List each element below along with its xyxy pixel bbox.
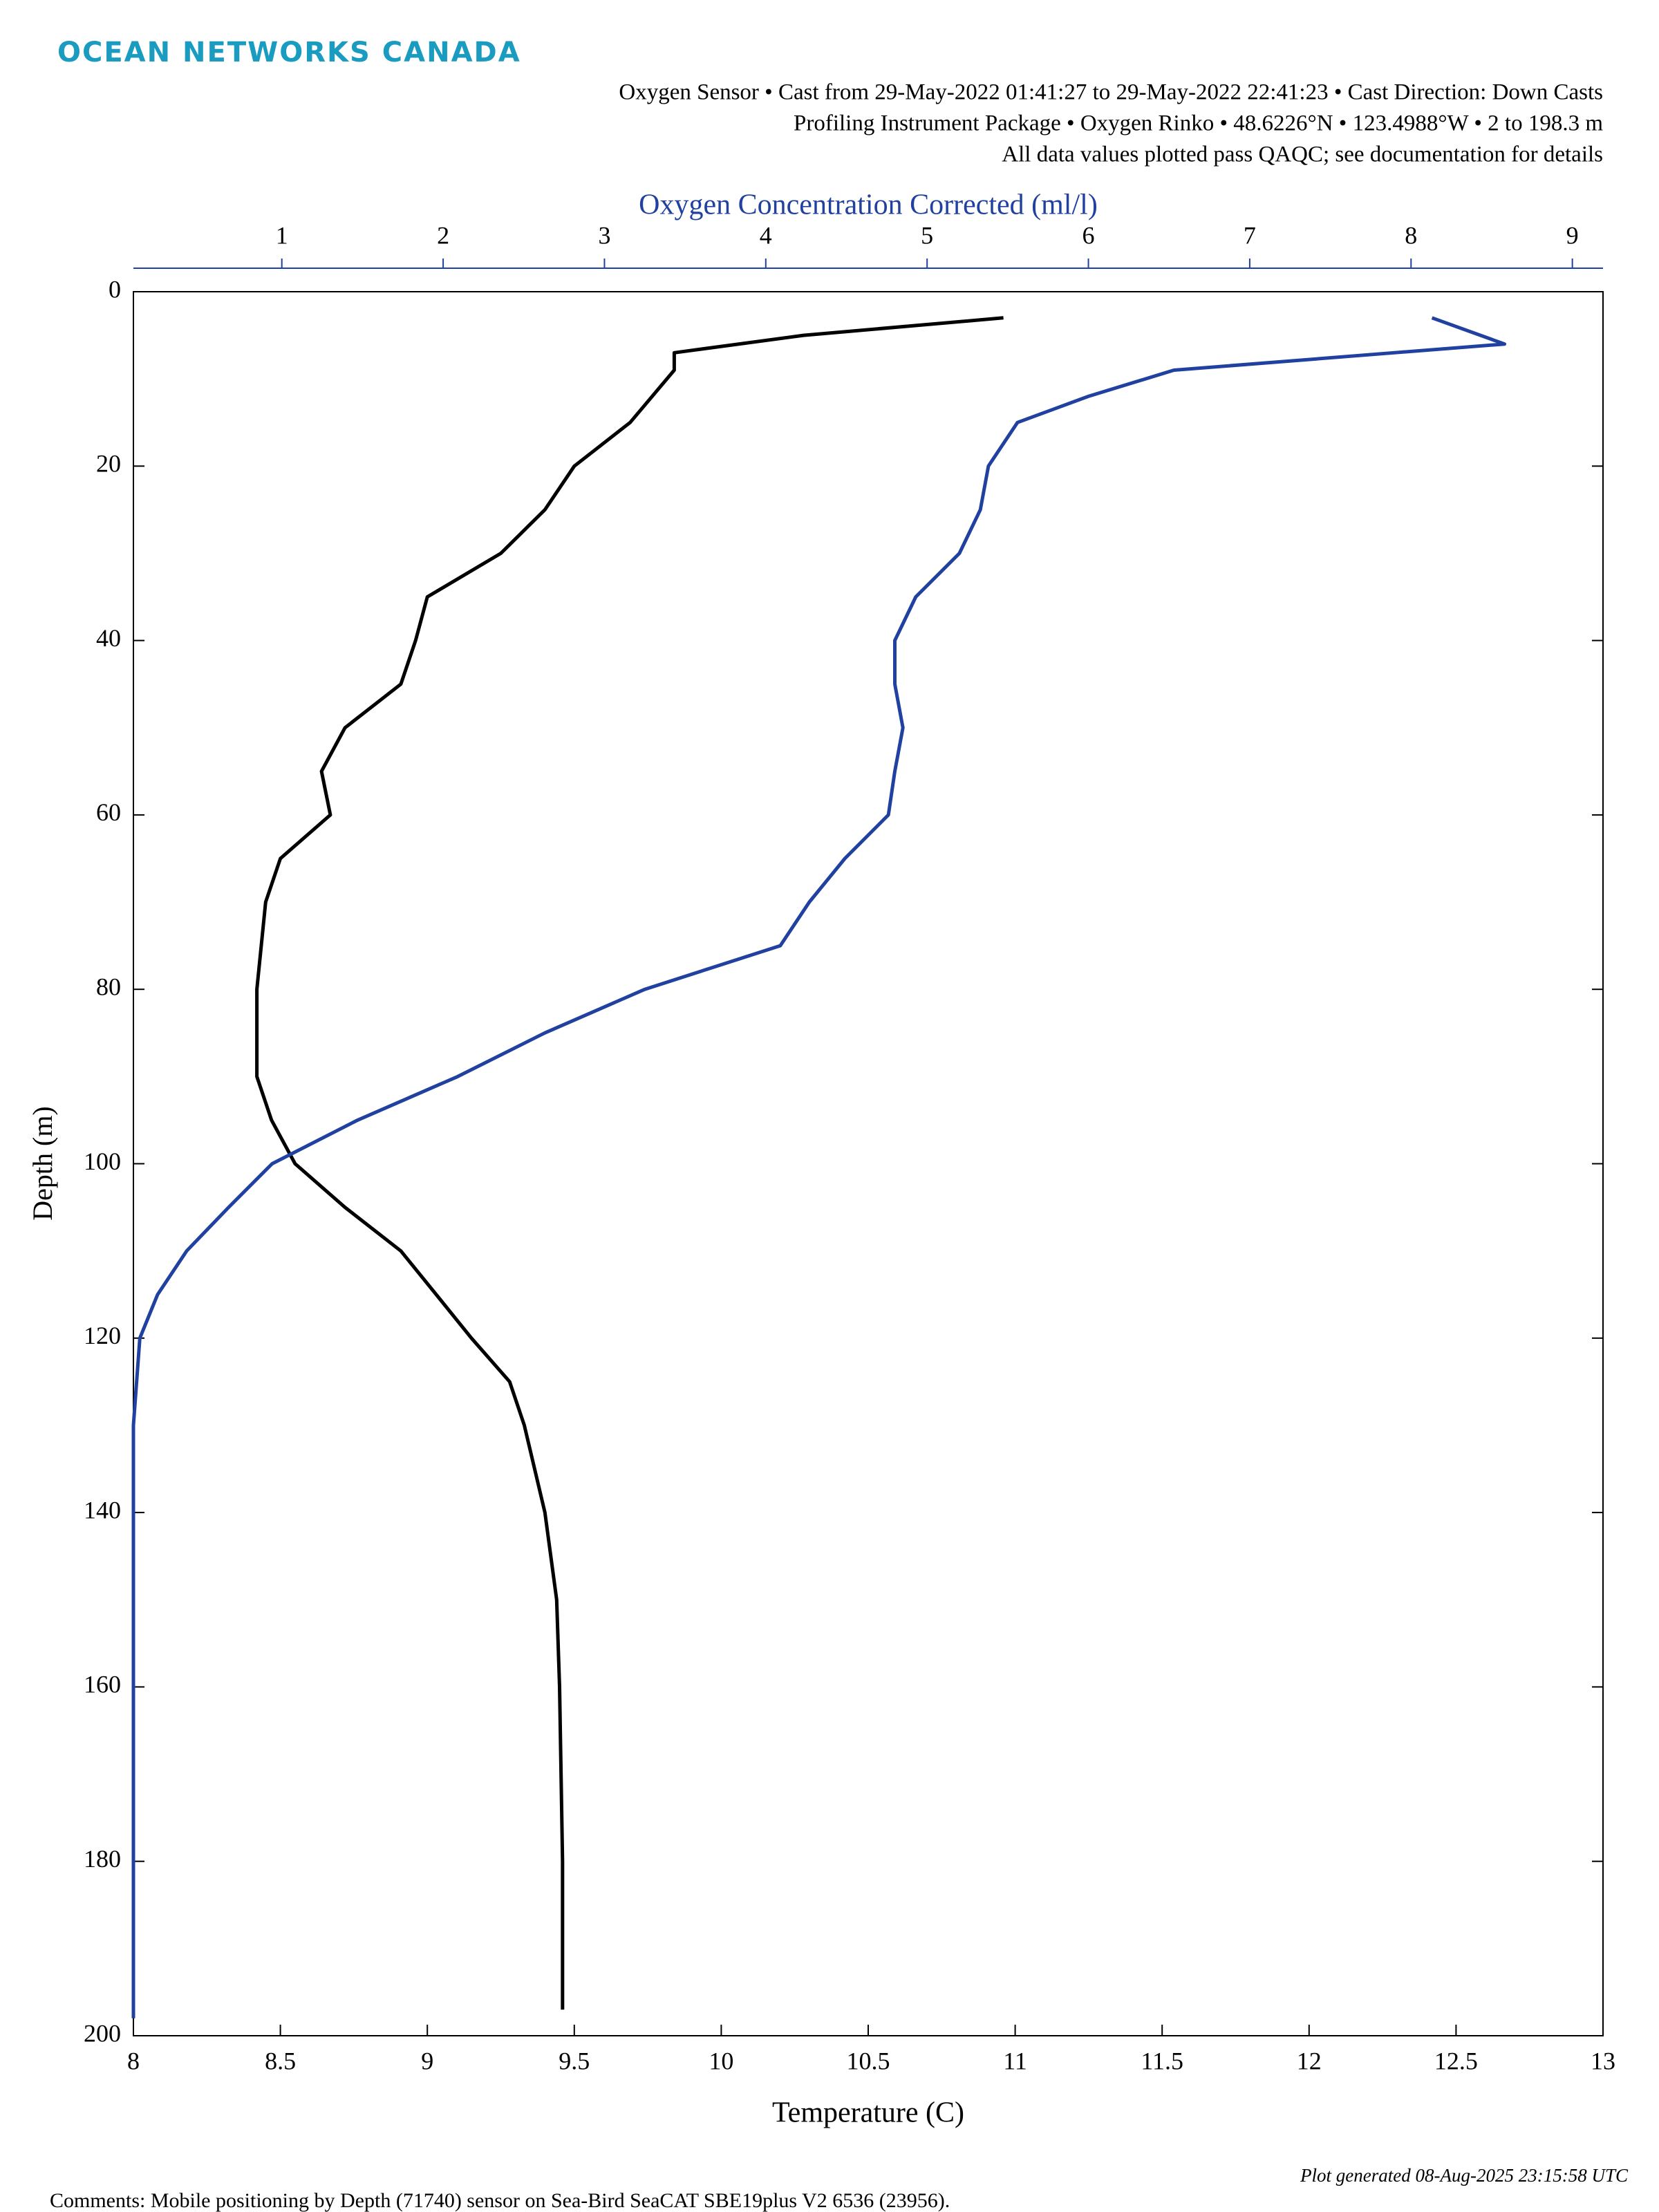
x-tick-label: 11.5 [1141,2047,1183,2074]
y-tick-label: 60 [96,798,121,826]
profile-line [131,316,1507,2018]
x-tick-label: 13 [1591,2047,1615,2074]
x-tick-label: 9 [421,2047,433,2074]
subtitle: Oxygen Sensor • Cast from 29-May-2022 01… [619,80,1603,105]
x-tick-label: 9.5 [559,2047,590,2074]
y-tick-label: 140 [84,1496,121,1524]
y-tick-label: 200 [84,2019,121,2047]
profile-line [255,316,1004,2010]
x-axis-label: Temperature (C) [772,2097,964,2129]
x-tick-label: 12.5 [1434,2047,1478,2074]
y-tick-label: 180 [84,1845,121,1873]
x2-tick-label: 8 [1405,221,1417,249]
y-tick-label: 0 [109,275,121,303]
x-tick-label: 11 [1003,2047,1027,2074]
x-tick-label: 8 [127,2047,140,2074]
x-tick-label: 10 [709,2047,733,2074]
y-tick-label: 40 [96,624,121,652]
x2-tick-label: 5 [921,221,933,249]
y-tick-label: 80 [96,973,121,1000]
subtitle: Profiling Instrument Package • Oxygen Ri… [794,111,1603,136]
generated-note: Plot generated 08-Aug-2025 23:15:58 UTC [1300,2165,1629,2186]
y-tick-label: 100 [84,1147,121,1175]
y-tick-label: 20 [96,450,121,478]
x2-tick-label: 7 [1244,221,1256,249]
x2-tick-label: 1 [276,221,288,249]
logo: OCEAN NETWORKS CANADA [57,37,521,68]
comments: Comments: Mobile positioning by Depth (7… [50,2189,950,2212]
x2-tick-label: 9 [1566,221,1579,249]
y-axis-label: Depth (m) [27,1106,58,1221]
x2-tick-label: 3 [598,221,610,249]
x2-tick-label: 6 [1082,221,1095,249]
x2-axis-label: Oxygen Concentration Corrected (ml/l) [639,189,1098,221]
x2-tick-label: 4 [760,221,772,249]
y-tick-label: 120 [84,1322,121,1349]
y-tick-label: 160 [84,1671,121,1698]
x2-tick-label: 2 [437,221,449,249]
x-tick-label: 12 [1297,2047,1322,2074]
x-tick-label: 10.5 [847,2047,890,2074]
subtitle: All data values plotted pass QAQC; see d… [1002,142,1603,167]
x-tick-label: 8.5 [265,2047,296,2074]
